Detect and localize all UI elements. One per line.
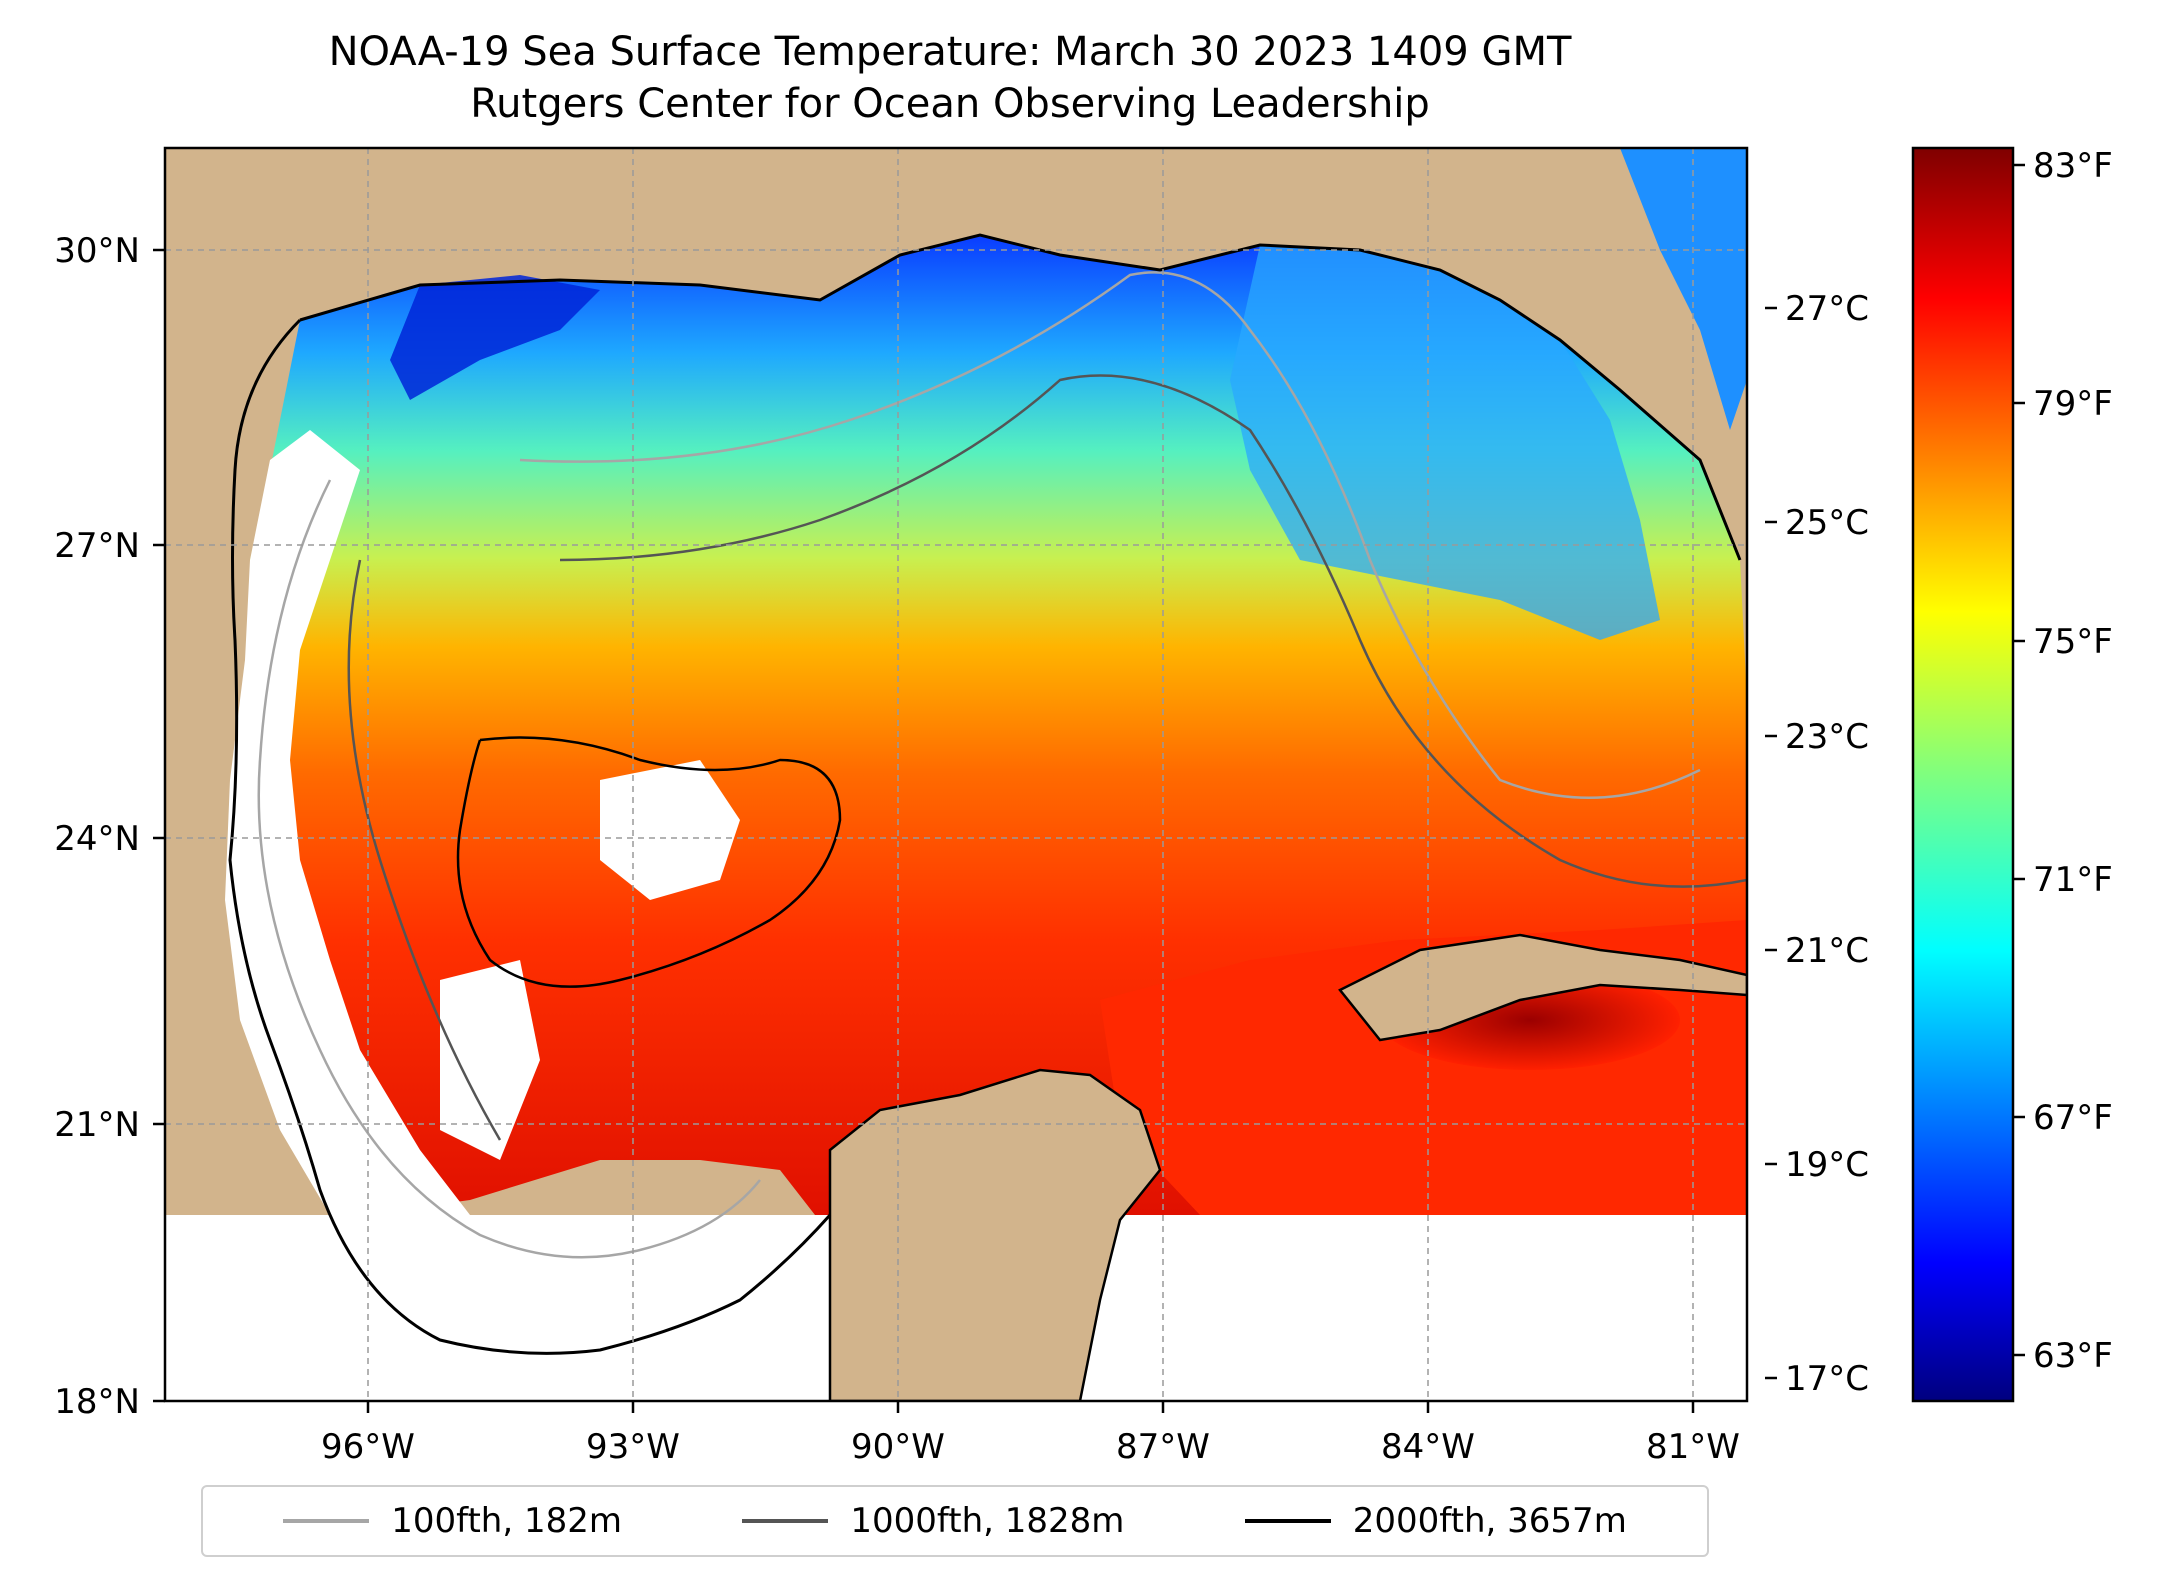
lon-tick-label: 93°W: [586, 1427, 680, 1467]
celsius-tick-label: 27°C: [1785, 289, 1869, 329]
legend-item-100fth: 100fth, 182m: [283, 1501, 622, 1541]
contour-100fth: [257, 271, 1701, 1259]
map-subtitle: Rutgers Center for Ocean Observing Leade…: [470, 81, 1430, 127]
map-title: NOAA-19 Sea Surface Temperature: March 3…: [328, 29, 1572, 75]
celsius-tick-label: 17°C: [1785, 1359, 1869, 1399]
longitude-axis: 96°W 93°W 90°W 87°W 84°W 81°W: [321, 1401, 1740, 1467]
legend-line-1000fth: [742, 1519, 829, 1523]
latitude-axis: 30°N 27°N 24°N 21°N 18°N: [54, 231, 165, 1422]
map-frame: [163, 146, 1749, 1403]
celsius-tick-label: 21°C: [1785, 931, 1869, 971]
yucatan-peninsula: [828, 1068, 1162, 1401]
legend-item-1000fth: 1000fth, 1828m: [742, 1501, 1124, 1541]
lon-tick-label: 90°W: [851, 1427, 945, 1467]
celsius-tick-label: 23°C: [1785, 717, 1869, 757]
florida-shelf-cool-water: [1230, 245, 1660, 640]
gulf-coastline: [228, 233, 1742, 1355]
contour-1000fth: [347, 374, 1747, 1141]
legend-label: 2000fth, 3657m: [1352, 1501, 1627, 1541]
fahrenheit-tick-label: 63°F: [2033, 1336, 2113, 1376]
atlantic-sst-strip: [1620, 148, 1747, 430]
fahrenheit-tick-label: 83°F: [2033, 146, 2113, 186]
lat-tick-label: 27°N: [54, 526, 140, 566]
legend-item-2000fth: 2000fth, 3657m: [1244, 1501, 1627, 1541]
legend-line-2000fth: [1244, 1519, 1331, 1523]
celsius-tick-label: 25°C: [1785, 503, 1869, 543]
lat-tick-label: 24°N: [54, 819, 140, 859]
contour-legend: 100fth, 182m 1000fth, 1828m 2000fth, 365…: [201, 1485, 1709, 1557]
fahrenheit-tick-label: 75°F: [2033, 622, 2113, 662]
lat-tick-label: 18°N: [54, 1382, 140, 1422]
lon-tick-label: 87°W: [1116, 1427, 1210, 1467]
bay-cloud-patch: [440, 960, 540, 1160]
legend-label: 1000fth, 1828m: [850, 1501, 1125, 1541]
lon-tick-label: 96°W: [321, 1427, 415, 1467]
fahrenheit-tick-label: 71°F: [2033, 860, 2113, 900]
legend-line-100fth: [283, 1519, 370, 1523]
western-cloud-mask: [225, 430, 470, 1215]
lat-tick-label: 30°N: [54, 231, 140, 271]
colorbar-gradient: [1911, 146, 2015, 1403]
fahrenheit-tick-label: 67°F: [2033, 1098, 2113, 1138]
lon-tick-label: 81°W: [1646, 1427, 1740, 1467]
fahrenheit-tick-label: 79°F: [2033, 384, 2113, 424]
colorbar: 83°F 79°F 75°F 71°F 67°F 63°F 27°C 25°C …: [1765, 146, 2113, 1403]
celsius-tick-label: 19°C: [1785, 1145, 1869, 1185]
cuba-island: [1338, 933, 1747, 1042]
legend-label: 100fth, 182m: [391, 1501, 622, 1541]
central-cloud-patch: [600, 760, 740, 900]
contour-2000fth: [456, 736, 842, 988]
northern-cold-water: [390, 275, 600, 400]
lon-tick-label: 84°W: [1381, 1427, 1475, 1467]
lat-tick-label: 21°N: [54, 1105, 140, 1145]
map-area: [165, 148, 1747, 1401]
